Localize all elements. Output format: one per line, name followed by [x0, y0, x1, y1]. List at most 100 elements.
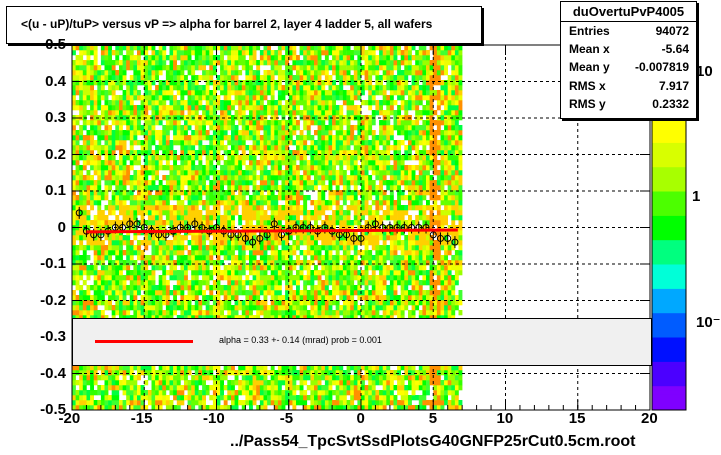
heatmap-cell: [317, 280, 322, 286]
heatmap-cell: [119, 70, 123, 76]
heatmap-cell: [328, 65, 333, 71]
heatmap-cell: [314, 160, 318, 166]
heatmap-cell: [202, 175, 206, 181]
heatmap-cell: [97, 400, 102, 406]
heatmap-cell: [270, 230, 275, 236]
heatmap-cell: [93, 295, 98, 301]
heatmap-cell: [317, 245, 322, 251]
heatmap-cell: [249, 165, 253, 171]
heatmap-cell: [328, 155, 333, 161]
heatmap-cell: [129, 80, 134, 86]
heatmap-cell: [288, 70, 293, 76]
heatmap-cell: [75, 370, 80, 376]
heatmap-cell: [321, 175, 326, 181]
heatmap-cell: [314, 270, 318, 276]
heatmap-cell: [97, 245, 102, 251]
heatmap-cell: [82, 80, 87, 86]
heatmap-cell: [223, 50, 228, 56]
heatmap-cell: [231, 225, 235, 231]
heatmap-cell: [202, 150, 206, 156]
heatmap-cell: [194, 215, 199, 221]
heatmap-cell: [259, 150, 264, 156]
heatmap-cell: [324, 265, 329, 271]
heatmap-cell: [249, 295, 253, 301]
heatmap-cell: [184, 165, 188, 171]
heatmap-cell: [140, 405, 145, 411]
heatmap-cell: [194, 240, 199, 246]
heatmap-cell: [328, 220, 333, 226]
heatmap-cell: [342, 55, 347, 61]
heatmap-cell: [245, 180, 250, 186]
heatmap-cell: [256, 90, 261, 96]
heatmap-cell: [270, 195, 275, 201]
heatmap-cell: [277, 290, 282, 296]
heatmap-cell: [306, 195, 311, 201]
heatmap-cell: [234, 45, 239, 51]
heatmap-cell: [184, 135, 188, 141]
heatmap-cell: [259, 405, 264, 411]
heatmap-cell: [227, 80, 232, 86]
heatmap-cell: [332, 65, 336, 71]
heatmap-cell: [108, 300, 112, 306]
heatmap-cell: [169, 60, 174, 66]
heatmap-cell: [86, 155, 91, 161]
heatmap-cell: [314, 60, 318, 66]
heatmap-cell: [79, 375, 84, 381]
heatmap-cell: [82, 45, 87, 51]
heatmap-cell: [205, 100, 210, 106]
heatmap-cell: [332, 210, 336, 216]
heatmap-cell: [155, 50, 159, 56]
heatmap-cell: [332, 50, 336, 56]
heatmap-cell: [306, 105, 311, 111]
heatmap-cell: [216, 185, 221, 191]
heatmap-cell: [169, 290, 174, 296]
heatmap-cell: [151, 110, 156, 116]
heatmap-cell: [241, 140, 246, 146]
heatmap-cell: [245, 95, 250, 101]
heatmap-cell: [97, 365, 102, 371]
heatmap-cell: [108, 80, 112, 86]
heatmap-cell: [314, 75, 318, 81]
heatmap-cell: [314, 145, 318, 151]
heatmap-cell: [194, 400, 199, 406]
heatmap-cell: [335, 75, 340, 81]
heatmap-cell: [100, 75, 105, 81]
heatmap-cell: [140, 195, 145, 201]
heatmap-cell: [151, 240, 156, 246]
heatmap-cell: [169, 270, 174, 276]
heatmap-cell: [306, 240, 311, 246]
heatmap-cell: [187, 315, 192, 321]
heatmap-cell: [335, 55, 340, 61]
heatmap-cell: [187, 305, 192, 311]
heatmap-cell: [133, 235, 138, 241]
heatmap-cell: [93, 80, 98, 86]
heatmap-cell: [82, 395, 87, 401]
heatmap-cell: [187, 225, 192, 231]
heatmap-cell: [129, 105, 134, 111]
heatmap-cell: [187, 200, 192, 206]
heatmap-cell: [198, 60, 203, 66]
heatmap-cell: [72, 405, 76, 411]
heatmap-cell: [115, 205, 120, 211]
heatmap-cell: [212, 380, 217, 386]
heatmap-cell: [115, 375, 120, 381]
heatmap-cell: [108, 175, 112, 181]
heatmap-cell: [346, 70, 351, 76]
heatmap-cell: [256, 150, 261, 156]
heatmap-cell: [270, 270, 275, 276]
heatmap-cell: [259, 175, 264, 181]
heatmap-cell: [100, 135, 105, 141]
heatmap-cell: [310, 110, 315, 116]
heatmap-cell: [288, 80, 293, 86]
heatmap-cell: [115, 80, 120, 86]
heatmap-cell: [115, 45, 120, 51]
heatmap-cell: [324, 145, 329, 151]
heatmap-cell: [111, 260, 116, 266]
heatmap-cell: [176, 110, 181, 116]
heatmap-cell: [104, 60, 109, 66]
heatmap-cell: [339, 380, 344, 386]
heatmap-cell: [281, 180, 286, 186]
heatmap-cell: [277, 210, 282, 216]
heatmap-cell: [328, 215, 333, 221]
heatmap-cell: [198, 315, 203, 321]
